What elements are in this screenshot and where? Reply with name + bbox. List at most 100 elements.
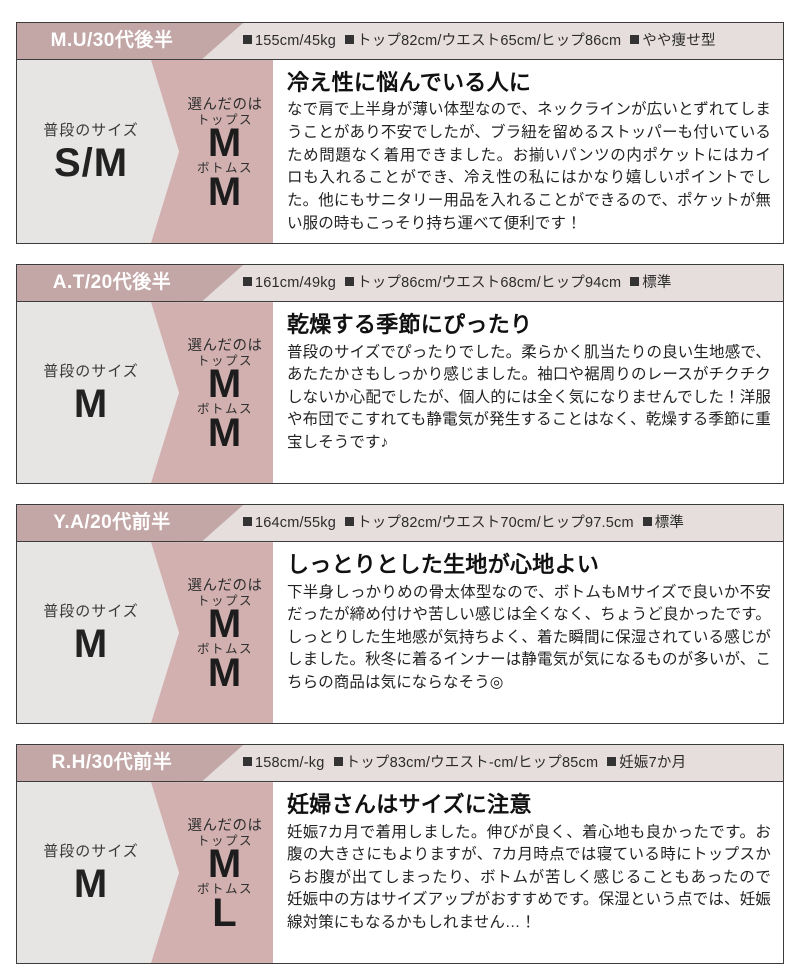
reviewer-name: R.H/30代前半 — [51, 752, 173, 774]
spec-text: 158cm/-kg — [255, 755, 325, 772]
bottoms-label: ボトムス — [196, 642, 253, 657]
spec-text: 標準 — [642, 275, 672, 292]
chosen-heading: 選んだのは — [187, 337, 263, 354]
reviewer-specs: 158cm/-kg トップ83cm/ウエスト-cm/ヒップ85cm 妊娠7か月 — [243, 745, 773, 781]
spec-item: トップ83cm/ウエスト-cm/ヒップ85cm — [333, 745, 599, 781]
review-block-1: M.U/30代後半 155cm/45kg トップ82cm/ウエスト65cm/ヒップ… — [16, 22, 784, 245]
tops-label: トップス — [196, 833, 253, 848]
usual-size-label: 普段のサイズ — [43, 843, 139, 861]
review-comment: 冷え性に悩んでいる人に なで肩で上半身が薄い体型なので、ネックラインが広いとずれ… — [273, 60, 783, 244]
spec-text: トップ82cm/ウエスト70cm/ヒップ97.5cm — [357, 515, 634, 532]
tops-label: トップス — [196, 593, 253, 608]
usual-size-value: M — [73, 622, 109, 667]
filled-square-icon — [243, 757, 252, 767]
review-body: 普段のサイズ M 選んだのは トップス M ボトムス L 妊婦さんはサイズに注意… — [17, 782, 783, 964]
spec-text: 妊娠7か月 — [619, 755, 687, 772]
usual-size-value: S/M — [53, 141, 129, 186]
spec-text: トップ82cm/ウエスト65cm/ヒップ86cm — [357, 33, 622, 49]
review-comment: しっとりとした生地が心地よい 下半身しっかりめの骨太体型なので、ボトムもMサイズ… — [273, 542, 783, 724]
filled-square-icon — [345, 35, 354, 44]
tops-size-row: トップス M — [196, 112, 253, 166]
spec-item: トップ82cm/ウエスト70cm/ヒップ97.5cm — [345, 505, 634, 541]
usual-size-panel: 普段のサイズ M — [17, 782, 179, 964]
review-block-3: Y.A/20代前半 164cm/55kg トップ82cm/ウエスト70cm/ヒップ… — [16, 504, 784, 725]
tops-size-value: M — [207, 842, 243, 887]
spec-text: 標準 — [654, 515, 685, 532]
spec-item: 標準 — [642, 505, 685, 541]
review-text: 妊娠7カ月で着用しました。伸びが良く、着心地も良かったです。お腹の大きさにもより… — [287, 823, 771, 932]
spec-item: 標準 — [630, 265, 671, 301]
filled-square-icon — [243, 35, 252, 44]
bottoms-size-value: M — [207, 169, 243, 214]
spec-text: トップ86cm/ウエスト68cm/ヒップ94cm — [357, 275, 622, 292]
review-text: なで肩で上半身が薄い体型なので、ネックラインが広いとずれてしまうことがあり不安で… — [287, 101, 771, 232]
filled-square-icon — [345, 517, 354, 527]
usual-size-label: 普段のサイズ — [43, 122, 139, 140]
spec-text: 164cm/55kg — [255, 515, 336, 532]
tops-label: トップス — [196, 112, 253, 127]
tops-size-row: トップス M — [196, 353, 253, 407]
review-header: Y.A/20代前半 164cm/55kg トップ82cm/ウエスト70cm/ヒップ… — [17, 505, 783, 543]
review-list: M.U/30代後半 155cm/45kg トップ82cm/ウエスト65cm/ヒップ… — [0, 22, 800, 964]
review-block-4: R.H/30代前半 158cm/-kg トップ83cm/ウエスト-cm/ヒップ85… — [16, 744, 784, 964]
usual-size-value: M — [73, 382, 109, 427]
spec-text: やや痩せ型 — [642, 33, 716, 49]
chosen-heading: 選んだのは — [187, 577, 263, 594]
chosen-heading: 選んだのは — [187, 817, 263, 834]
spec-text: 155cm/45kg — [255, 33, 336, 49]
tops-size-value: M — [207, 121, 243, 166]
bottoms-size-row: ボトムス L — [196, 882, 253, 935]
review-block-2: A.T/20代後半 161cm/49kg トップ86cm/ウエスト68cm/ヒップ… — [16, 264, 784, 485]
spec-item: 155cm/45kg — [243, 23, 336, 59]
filled-square-icon — [243, 277, 252, 287]
reviewer-badge — [17, 265, 243, 302]
review-title: 妊婦さんはサイズに注意 — [287, 792, 532, 818]
bottoms-label: ボトムス — [196, 882, 253, 897]
spec-item: 158cm/-kg — [243, 745, 325, 781]
review-comment: 妊婦さんはサイズに注意 妊娠7カ月で着用しました。伸びが良く、着心地も良かったで… — [273, 782, 783, 964]
bottoms-size-row: ボトムス M — [196, 642, 253, 692]
spec-item: トップ82cm/ウエスト65cm/ヒップ86cm — [345, 23, 621, 59]
reviewer-name: A.T/20代後半 — [52, 272, 172, 294]
bottoms-size-row: ボトムス M — [196, 402, 253, 455]
filled-square-icon — [642, 517, 652, 527]
review-body: 普段のサイズ S/M 選んだのは トップス M ボトムス M 冷え性に悩んでいる… — [17, 60, 783, 244]
tops-size-value: M — [207, 602, 243, 647]
reviewer-specs: 161cm/49kg トップ86cm/ウエスト68cm/ヒップ94cm 標準 — [243, 265, 773, 301]
usual-size-value: M — [73, 862, 109, 907]
bottoms-size-value: M — [207, 410, 243, 455]
bottoms-label: ボトムス — [196, 402, 253, 417]
spec-item: 妊娠7か月 — [607, 745, 686, 781]
review-text: 下半身しっかりめの骨太体型なので、ボトムもMサイズで良いか不安だったが締め付けや… — [287, 583, 771, 692]
filled-square-icon — [607, 757, 617, 767]
review-title: 冷え性に悩んでいる人に — [287, 70, 532, 95]
tops-label: トップス — [196, 353, 253, 368]
review-header: R.H/30代前半 158cm/-kg トップ83cm/ウエスト-cm/ヒップ85… — [17, 745, 783, 783]
usual-size-label: 普段のサイズ — [43, 603, 139, 621]
usual-size-panel: 普段のサイズ S/M — [17, 60, 179, 244]
filled-square-icon — [630, 35, 640, 44]
bottoms-size-value: L — [212, 890, 238, 935]
reviewer-badge — [17, 23, 243, 59]
review-comment: 乾燥する季節にぴったり 普段のサイズでぴったりでした。柔らかく肌当たりの良い生地… — [273, 302, 783, 484]
review-title: 乾燥する季節にぴったり — [287, 312, 533, 338]
filled-square-icon — [630, 277, 640, 287]
filled-square-icon — [345, 277, 354, 287]
tops-size-value: M — [207, 362, 243, 407]
bottoms-size-row: ボトムス M — [196, 161, 253, 214]
spec-item: 164cm/55kg — [243, 505, 336, 541]
review-body: 普段のサイズ M 選んだのは トップス M ボトムス M しっとりとした生地が心… — [17, 542, 783, 724]
reviewer-name: Y.A/20代前半 — [53, 512, 171, 534]
spec-item: やや痩せ型 — [630, 23, 716, 59]
tops-size-row: トップス M — [196, 833, 253, 887]
chosen-heading: 選んだのは — [187, 96, 263, 113]
filled-square-icon — [243, 517, 252, 527]
spec-item: トップ86cm/ウエスト68cm/ヒップ94cm — [345, 265, 621, 301]
bottoms-label: ボトムス — [196, 161, 253, 176]
tops-size-row: トップス M — [196, 593, 253, 647]
spec-text: トップ83cm/ウエスト-cm/ヒップ85cm — [345, 755, 599, 772]
review-header: A.T/20代後半 161cm/49kg トップ86cm/ウエスト68cm/ヒップ… — [17, 265, 783, 303]
reviewer-specs: 155cm/45kg トップ82cm/ウエスト65cm/ヒップ86cm やや痩せ型 — [243, 23, 773, 59]
review-body: 普段のサイズ M 選んだのは トップス M ボトムス M 乾燥する季節にぴったり… — [17, 302, 783, 484]
